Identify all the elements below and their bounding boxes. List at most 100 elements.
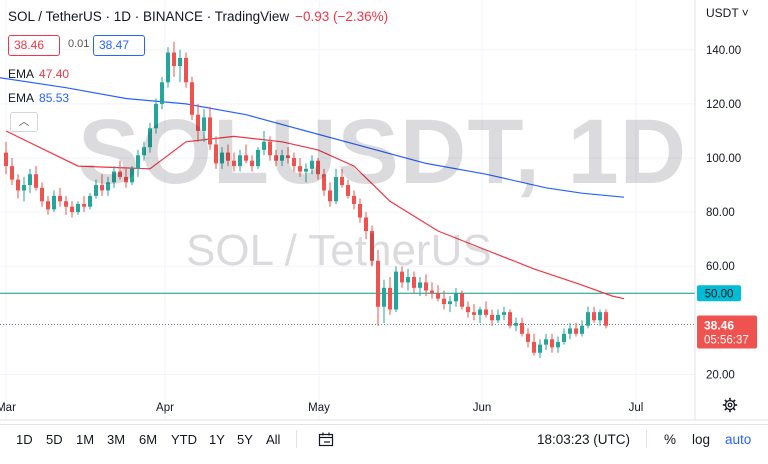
candle-body [358, 203, 362, 218]
candle-body [94, 185, 98, 196]
candle-body [4, 152, 8, 167]
x-tick-label: Apr [156, 402, 174, 414]
candle-body [328, 190, 332, 202]
timeframe-3m[interactable]: 3M [107, 432, 126, 447]
candle [442, 290, 446, 310]
candle [118, 160, 122, 180]
buy-button[interactable]: 38.47 [93, 35, 145, 56]
ema-value: 85.53 [39, 91, 70, 105]
date-range-icon[interactable] [318, 431, 334, 447]
candle-body [520, 323, 524, 334]
candle [202, 109, 206, 142]
utc-clock[interactable]: 18:03:23 (UTC) [537, 432, 631, 447]
candle-body [202, 117, 206, 131]
timeframe-5d[interactable]: 5D [46, 432, 63, 447]
candle-body [208, 117, 212, 145]
candle [328, 182, 332, 207]
timeframe-1y[interactable]: 1Y [209, 432, 225, 447]
settings-gear-icon[interactable] [722, 397, 738, 413]
timeframe-6m[interactable]: 6M [139, 432, 158, 447]
candle-body [112, 171, 116, 183]
candle-body [592, 312, 596, 321]
candle-body [490, 314, 494, 321]
candle-body [340, 176, 344, 186]
candle-body [250, 160, 254, 167]
candle [490, 309, 494, 326]
candle [544, 333, 548, 351]
price-change: −0.93 (−2.36%) [295, 9, 389, 24]
candle [70, 201, 74, 218]
log-scale-toggle[interactable]: log [692, 432, 711, 447]
candle [16, 174, 20, 199]
candle [34, 166, 38, 191]
x-tick-label: Mar [0, 402, 16, 414]
candle-body [142, 147, 146, 156]
timeframe-all[interactable]: All [266, 432, 281, 447]
candle-body [106, 182, 110, 191]
symbol-title[interactable]: SOL / TetherUS · 1D · BINANCE · TradingV… [8, 9, 290, 24]
candle [466, 301, 470, 318]
candle [568, 323, 572, 340]
candle-body [352, 195, 356, 204]
candle-body [418, 282, 422, 288]
candle-body [376, 260, 380, 307]
candle-body [544, 339, 548, 345]
candle-body [46, 201, 50, 210]
candle [124, 168, 128, 188]
candle-body [568, 328, 572, 334]
ema-legend-fast[interactable]: EMA 47.40 [8, 67, 69, 81]
candle-body [154, 103, 158, 129]
candle [280, 149, 284, 167]
ema-legend-slow[interactable]: EMA 85.53 [8, 91, 69, 105]
candle [262, 130, 266, 156]
percent-scale-toggle[interactable]: % [664, 432, 677, 447]
timeframe-ytd[interactable]: YTD [171, 432, 197, 447]
candle [136, 149, 140, 177]
candle-body [574, 328, 578, 334]
bar-countdown-label: 05:56:37 [704, 334, 749, 346]
candle-body [484, 309, 488, 315]
candle-body [196, 114, 200, 131]
candle-body [220, 152, 224, 164]
sell-button[interactable]: 38.46 [8, 35, 60, 56]
candle-body [118, 171, 122, 177]
candle [22, 176, 26, 202]
candle [370, 225, 374, 267]
candle [46, 195, 50, 215]
candle [322, 168, 326, 196]
candle-body [214, 144, 218, 164]
candle [310, 155, 314, 175]
auto-scale-toggle[interactable]: auto [725, 432, 752, 447]
candle-body [148, 128, 152, 148]
candle-body [388, 287, 392, 310]
x-tick-label: May [308, 402, 330, 414]
candle [436, 285, 440, 302]
candle-body [58, 195, 62, 202]
timeframe-1m[interactable]: 1M [76, 432, 95, 447]
candle-body [226, 152, 230, 161]
candle-body [268, 141, 272, 156]
timeframe-1d[interactable]: 1D [16, 432, 33, 447]
symbol-description-watermark: SOL / TetherUS [186, 226, 492, 275]
candle-body [76, 203, 80, 213]
candle [520, 317, 524, 337]
currency-selector[interactable]: USDT ˅ [706, 6, 749, 20]
candle [154, 98, 158, 134]
timeframe-5y[interactable]: 5Y [237, 432, 253, 447]
candle [268, 136, 272, 161]
candle [94, 179, 98, 199]
candle-body [508, 312, 512, 326]
candle [244, 144, 248, 164]
candle [190, 76, 194, 121]
candle-body [562, 333, 566, 342]
candle [250, 155, 254, 172]
candle-body [244, 155, 248, 161]
candle-body [70, 206, 74, 213]
candle-body [382, 287, 386, 307]
candle-body [160, 82, 164, 104]
collapse-legend-button[interactable]: ︿ [10, 112, 38, 132]
candle-body [262, 141, 266, 150]
candle-body [100, 185, 104, 191]
candle [592, 306, 596, 324]
